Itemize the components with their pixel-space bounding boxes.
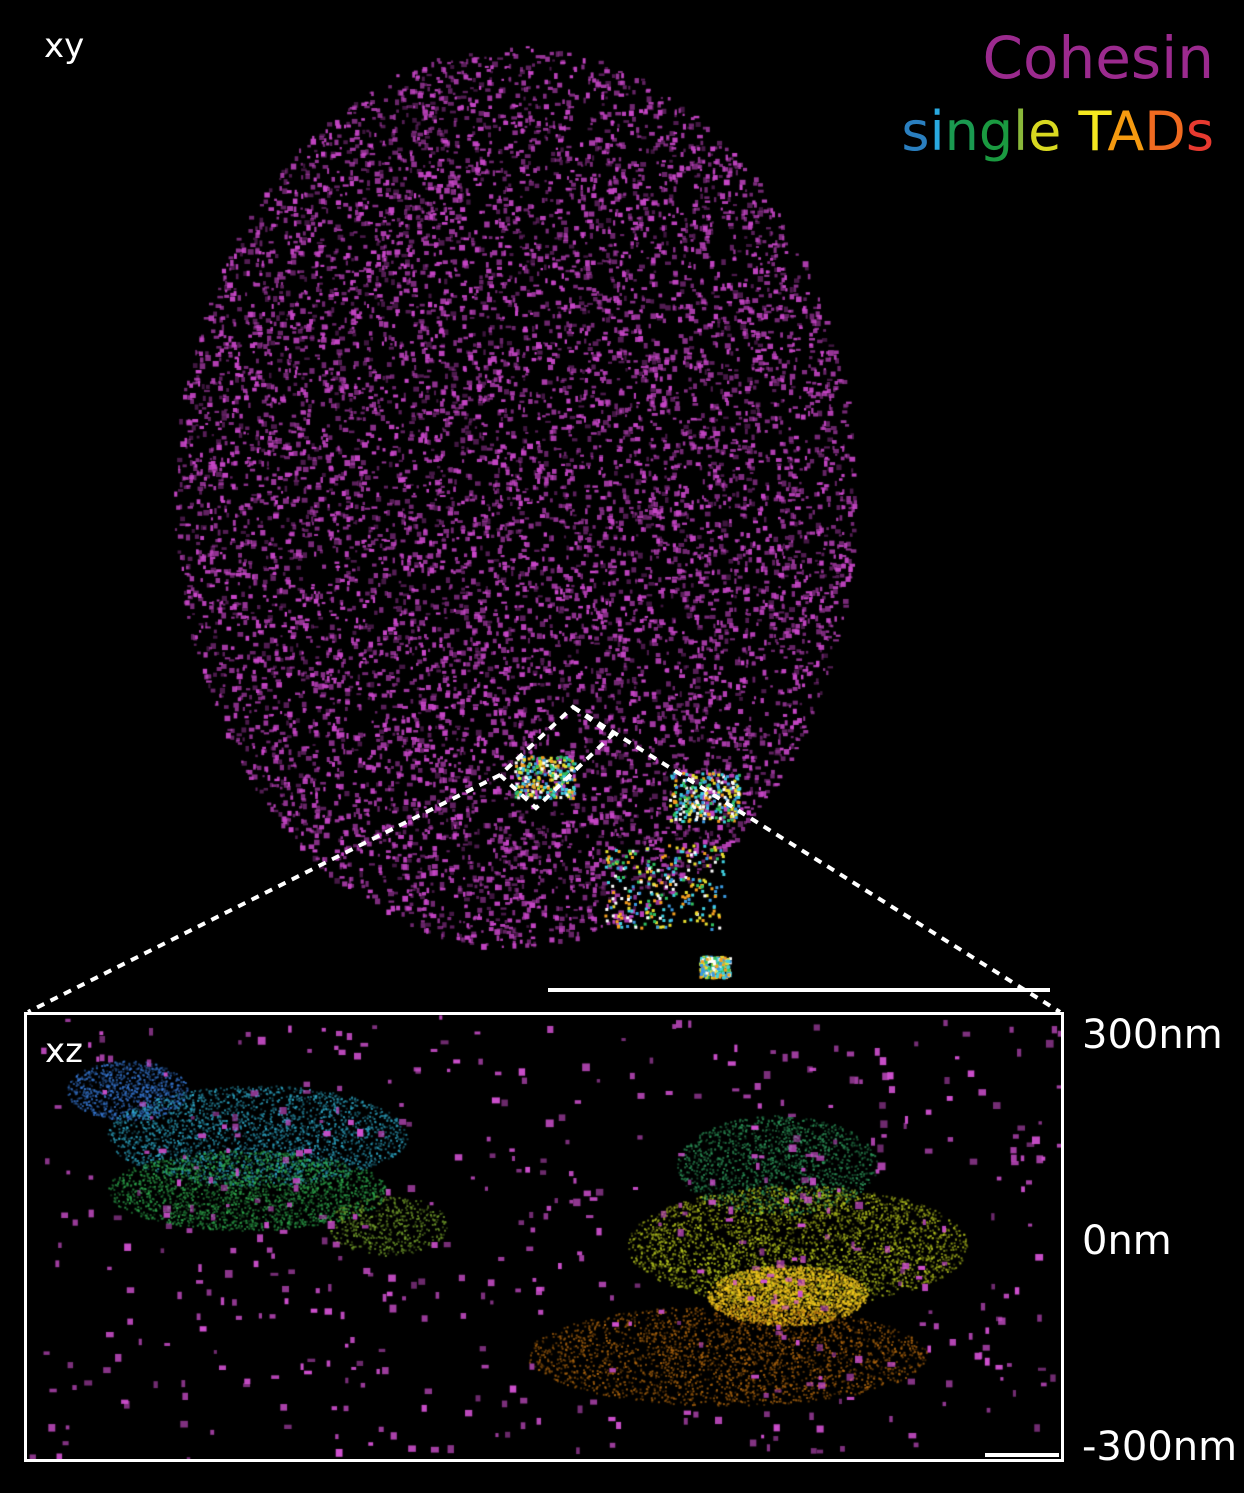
xz-scale-bar [985, 1453, 1059, 1457]
zoom-roi-box [497, 704, 616, 811]
xz-panel: xz [24, 1012, 1064, 1462]
legend-letter: A [1107, 100, 1145, 163]
zoom-line-right [571, 705, 1062, 1014]
legend-letter: s [901, 100, 930, 163]
legend-letter: l [1013, 100, 1029, 163]
z-axis-label-top: 300nm [1082, 1012, 1223, 1058]
legend-single-tads: single TADs [901, 100, 1214, 163]
xz-panel-label: xz [45, 1031, 83, 1071]
xz-microscopy-image [27, 1015, 1061, 1459]
zoom-line-left [27, 773, 501, 1014]
legend-letter: i [929, 100, 945, 163]
xy-microscopy-image [24, 16, 1064, 996]
xy-scale-bar [548, 988, 1050, 992]
legend-letter: n [944, 100, 979, 163]
legend-letter: s [1185, 100, 1214, 163]
xy-panel-label: xy [44, 26, 85, 66]
legend-letter: T [1078, 100, 1108, 163]
legend-letter: D [1144, 100, 1186, 163]
legend-cohesin: Cohesin [982, 24, 1214, 92]
legend-letter: g [978, 100, 1014, 163]
z-axis-label-middle: 0nm [1082, 1218, 1172, 1264]
z-axis-label-bottom: -300nm [1082, 1424, 1238, 1470]
legend-letter: e [1028, 100, 1062, 163]
